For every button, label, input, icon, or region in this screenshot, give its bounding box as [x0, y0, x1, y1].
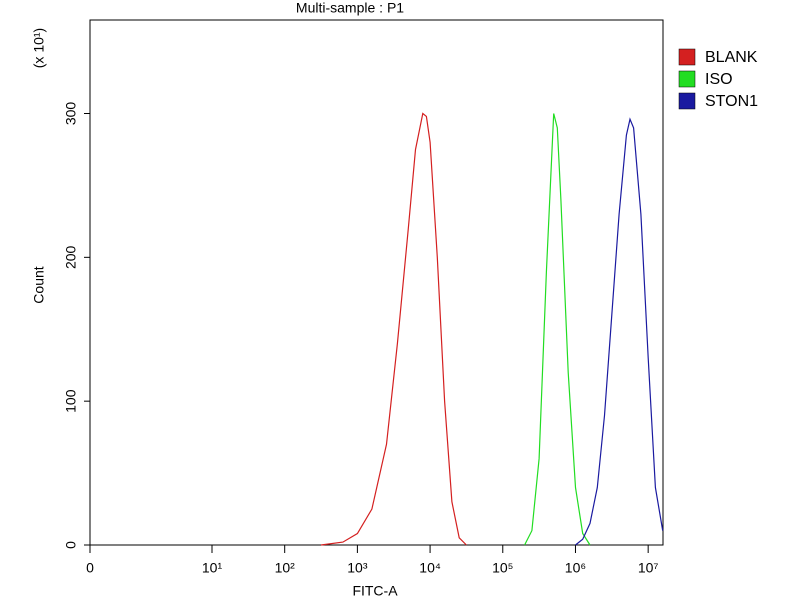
x-axis-label: FITC-A	[352, 583, 398, 599]
histogram-line	[524, 113, 591, 546]
y-axis-label: Count	[31, 266, 47, 303]
legend-label: STON1	[705, 93, 758, 110]
legend-swatch	[678, 92, 696, 110]
x-tick-label: 10³	[347, 560, 368, 576]
x-tick-label: 10¹	[202, 560, 223, 576]
y-tick-label: 100	[63, 389, 79, 413]
y-tick-label: 300	[63, 102, 79, 126]
x-tick-label: 10⁴	[419, 560, 441, 576]
plot-frame	[89, 19, 664, 546]
y-tick-label: 0	[63, 541, 79, 549]
y-tick-label: 200	[63, 245, 79, 269]
legend-label: BLANK	[705, 49, 758, 66]
x-tick-label: 10⁷	[638, 560, 659, 576]
x-tick-label: 10⁵	[492, 560, 513, 576]
histogram-line	[320, 112, 467, 546]
legend-label: ISO	[705, 71, 733, 88]
y-multiplier: (x 10¹)	[31, 28, 47, 68]
x-tick-label: 10⁶	[565, 560, 586, 576]
x-tick-label: 10²	[275, 560, 296, 576]
legend-swatch	[678, 48, 696, 66]
chart-title: Multi-sample : P1	[296, 0, 404, 16]
legend-swatch	[678, 70, 696, 88]
histogram-line	[575, 117, 664, 546]
x-tick-label: 0	[86, 560, 94, 576]
